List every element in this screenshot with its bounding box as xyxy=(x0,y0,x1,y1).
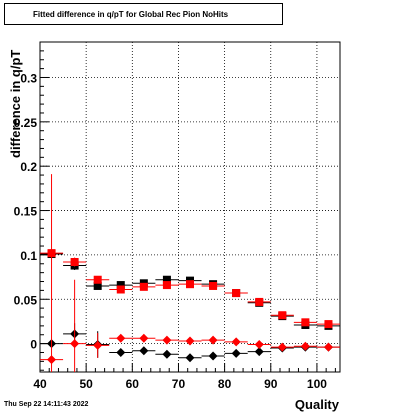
data-point-diamond xyxy=(93,340,103,350)
data-point-diamond xyxy=(116,333,126,343)
y-tick-label: 0.05 xyxy=(14,293,38,307)
y-tick-label: 0.15 xyxy=(14,205,38,219)
data-point-square xyxy=(162,275,171,284)
data-point-diamond xyxy=(231,337,241,347)
data-point-diamond xyxy=(162,349,172,359)
data-point-square xyxy=(162,281,171,290)
data-point-square xyxy=(116,281,125,290)
data-point-square xyxy=(232,289,241,298)
data-point-diamond xyxy=(116,347,126,357)
plot-frame xyxy=(39,41,341,373)
x-tick-label: 80 xyxy=(218,377,232,391)
data-point-diamond xyxy=(162,335,172,345)
data-point-square xyxy=(70,258,79,266)
data-point-diamond xyxy=(323,342,333,352)
data-point-square xyxy=(255,297,264,306)
data-point-square xyxy=(209,281,218,290)
y-tick-label: 0.1 xyxy=(20,249,37,263)
y-tick-label: 0.25 xyxy=(14,116,38,130)
y-axis-label: difference in q/pT xyxy=(8,49,23,158)
data-point-diamond xyxy=(47,355,57,365)
data-point-diamond xyxy=(185,353,195,363)
data-point-square xyxy=(116,285,125,294)
data-point-square xyxy=(301,318,310,327)
data-point-diamond xyxy=(70,339,80,349)
y-tick-label: 0 xyxy=(30,338,37,352)
data-point-diamond xyxy=(254,340,264,349)
x-tick-label: 70 xyxy=(172,377,186,391)
data-point-diamond xyxy=(231,348,241,358)
data-point-square xyxy=(93,275,102,284)
data-point-square xyxy=(278,311,287,320)
data-point-diamond xyxy=(139,346,149,356)
chart-title-box: Fitted difference in q/pT for Global Rec… xyxy=(4,3,283,25)
data-point-diamond xyxy=(139,333,149,343)
x-tick-label: 100 xyxy=(307,377,327,391)
data-point-square xyxy=(139,282,148,291)
data-point-diamond xyxy=(208,351,218,361)
data-point-diamond xyxy=(277,342,287,352)
x-tick-label: 90 xyxy=(264,377,278,391)
data-point-diamond xyxy=(185,336,195,346)
x-tick-label: 60 xyxy=(126,377,140,391)
x-tick-label: 40 xyxy=(33,377,47,391)
y-tick-label: 0.3 xyxy=(20,71,37,85)
x-tick-label: 50 xyxy=(79,377,93,391)
timestamp: Thu Sep 22 14:11:43 2022 xyxy=(4,401,89,408)
data-point-diamond xyxy=(208,335,218,345)
data-point-diamond xyxy=(300,341,310,351)
data-point-square xyxy=(93,281,102,290)
data-point-diamond xyxy=(254,347,264,357)
data-point-square xyxy=(186,280,194,289)
x-axis-label: Quality xyxy=(294,397,339,412)
chart-title: Fitted difference in q/pT for Global Rec… xyxy=(33,9,229,19)
data-point-square xyxy=(324,320,333,329)
y-tick-label: 0.2 xyxy=(20,160,37,174)
